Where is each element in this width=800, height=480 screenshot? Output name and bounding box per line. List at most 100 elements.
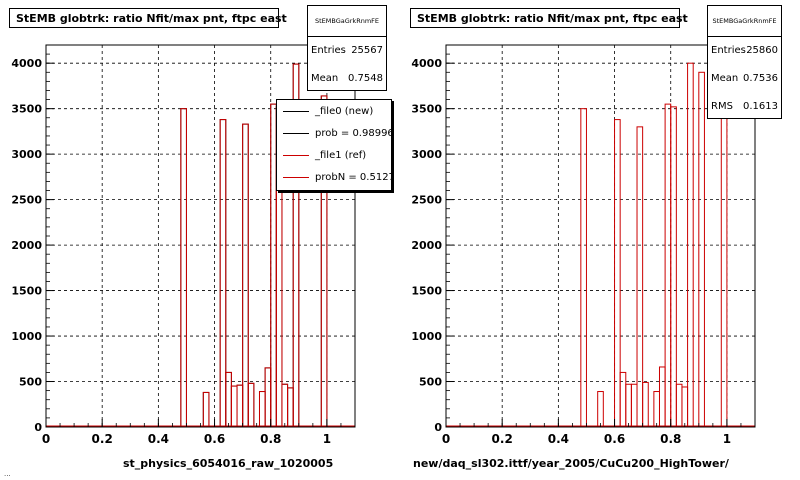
y-tick-label: 1000 bbox=[11, 330, 42, 343]
panel-2-x-axis-title: new/daq_sl302.ittf/year_2005/CuCu200_Hig… bbox=[413, 457, 729, 470]
y-tick-label: 4000 bbox=[11, 57, 42, 70]
x-tick-label: 0 bbox=[442, 432, 450, 446]
x-tick-label: 0.4 bbox=[548, 432, 569, 446]
panel-2-stats-box: StEMBGaGrkRnmFE Entries 25860 Mean 0.753… bbox=[707, 5, 782, 119]
histogram-bar bbox=[202, 391, 210, 428]
panel-1-x-axis-title: st_physics_6054016_raw_1020005 bbox=[123, 457, 334, 470]
histogram-bar bbox=[264, 367, 272, 428]
x-tick-label: 0.6 bbox=[204, 432, 225, 446]
histogram-bar bbox=[580, 108, 587, 428]
histogram-bar bbox=[180, 108, 187, 428]
histogram-bar bbox=[698, 71, 705, 428]
stats-value: 0.7548 bbox=[348, 73, 383, 84]
histogram-bar bbox=[225, 371, 232, 428]
stats-row-mean: Mean 0.7536 bbox=[708, 65, 781, 93]
histogram-bar bbox=[670, 106, 677, 428]
panel-1-title: StEMB globtrk: ratio Nfit/max pnt, ftpc … bbox=[9, 8, 287, 28]
stats-value: 0.7536 bbox=[743, 73, 778, 84]
histogram-bar bbox=[658, 366, 666, 428]
histogram-bar bbox=[225, 371, 232, 428]
y-tick-label: 0 bbox=[434, 421, 442, 434]
legend-swatch bbox=[283, 110, 309, 112]
legend-label: probN = 0.512757 bbox=[315, 171, 391, 183]
histogram-bar bbox=[180, 108, 187, 428]
legend-entry: probN = 0.512757 bbox=[277, 166, 391, 188]
panel-1-legend: _file0 (new) prob = 0.989968 _file1 (ref… bbox=[276, 99, 392, 191]
stats-label: Mean bbox=[311, 73, 339, 84]
stats-label: Entries bbox=[711, 45, 746, 56]
legend-entry: prob = 0.989968 bbox=[277, 122, 391, 144]
footnote: ... bbox=[4, 470, 11, 478]
x-tick-label: 0.6 bbox=[604, 432, 625, 446]
histogram-bar bbox=[653, 391, 660, 428]
histogram-bar bbox=[720, 71, 728, 428]
stats-row-entries: Entries 25860 bbox=[708, 37, 781, 65]
y-tick-label: 3500 bbox=[411, 103, 442, 116]
histogram-bar bbox=[614, 119, 621, 428]
x-tick-label: 0 bbox=[42, 432, 50, 446]
histogram-bar bbox=[219, 119, 227, 428]
histogram-bar bbox=[597, 391, 604, 428]
histogram-bar bbox=[247, 382, 255, 428]
histogram-bar bbox=[281, 383, 289, 428]
histogram-bar bbox=[636, 126, 644, 428]
histogram-bar bbox=[630, 383, 638, 428]
stats-name: StEMBGaGrkRnmFE bbox=[308, 6, 386, 37]
legend-entry: _file1 (ref) bbox=[277, 144, 391, 166]
y-tick-label: 2000 bbox=[411, 239, 442, 252]
histogram-bar bbox=[664, 103, 672, 428]
stats-label: Entries bbox=[311, 45, 346, 56]
histogram-bar bbox=[202, 391, 210, 428]
legend-swatch bbox=[283, 132, 309, 134]
stats-row-mean: Mean 0.7548 bbox=[308, 65, 386, 90]
stats-name: StEMBGaGrkRnmFE bbox=[708, 6, 781, 37]
x-tick-label: 0.2 bbox=[492, 432, 513, 446]
legend-swatch bbox=[283, 176, 309, 178]
stats-value: 0.1613 bbox=[743, 101, 778, 112]
histogram-bar bbox=[247, 382, 255, 428]
stats-value: 25860 bbox=[746, 45, 778, 56]
histogram-bar bbox=[287, 387, 294, 428]
y-tick-label: 3000 bbox=[411, 148, 442, 161]
legend-swatch bbox=[283, 154, 309, 156]
y-tick-label: 3500 bbox=[11, 103, 42, 116]
y-tick-label: 500 bbox=[19, 376, 42, 389]
x-tick-label: 0.8 bbox=[260, 432, 281, 446]
histogram-bar bbox=[236, 384, 244, 428]
histogram-bar bbox=[642, 381, 649, 428]
stats-label: Mean bbox=[711, 73, 739, 84]
x-tick-label: 0.4 bbox=[148, 432, 169, 446]
histogram-bar bbox=[681, 386, 689, 428]
y-tick-label: 4000 bbox=[411, 57, 442, 70]
histogram-bar bbox=[264, 367, 272, 428]
y-tick-label: 2500 bbox=[11, 194, 42, 207]
histogram-bar bbox=[258, 391, 266, 428]
histogram-bar bbox=[619, 371, 627, 428]
y-tick-label: 1500 bbox=[411, 285, 442, 298]
x-tick-label: 1 bbox=[723, 432, 731, 446]
y-tick-label: 1500 bbox=[11, 285, 42, 298]
histogram-bar bbox=[230, 385, 238, 428]
histogram-bar bbox=[281, 383, 289, 428]
y-tick-label: 3000 bbox=[11, 148, 42, 161]
panel-2-title: StEMB globtrk: ratio Nfit/max pnt, ftpc … bbox=[410, 8, 688, 28]
x-tick-label: 1 bbox=[323, 432, 331, 446]
histogram-bar bbox=[230, 385, 238, 428]
y-tick-label: 0 bbox=[34, 421, 42, 434]
histogram-bar bbox=[219, 119, 227, 428]
legend-entry: _file0 (new) bbox=[277, 100, 391, 122]
legend-label: _file1 (ref) bbox=[315, 149, 367, 161]
stats-row-rms: RMS 0.1613 bbox=[708, 93, 781, 118]
y-tick-label: 1000 bbox=[411, 330, 442, 343]
histogram-bar bbox=[258, 391, 266, 428]
y-tick-label: 2000 bbox=[11, 239, 42, 252]
histogram-bar bbox=[625, 383, 632, 428]
legend-label: prob = 0.989968 bbox=[315, 127, 392, 139]
histogram-bar bbox=[675, 383, 683, 428]
x-tick-label: 0.8 bbox=[660, 432, 681, 446]
stats-value: 25567 bbox=[351, 45, 383, 56]
y-tick-label: 500 bbox=[419, 376, 442, 389]
x-tick-label: 0.2 bbox=[92, 432, 113, 446]
y-tick-label: 2500 bbox=[411, 194, 442, 207]
